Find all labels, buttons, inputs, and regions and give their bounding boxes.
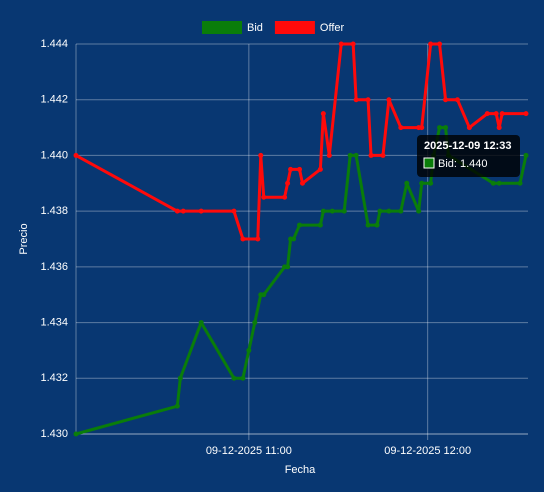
data-point xyxy=(365,97,371,103)
tooltip-swatch xyxy=(423,157,435,169)
data-point xyxy=(347,152,353,158)
x-tick-label: 09-12-2025 12:00 xyxy=(384,445,471,457)
data-point xyxy=(428,180,434,186)
data-point xyxy=(291,236,297,242)
y-tick-label: 1.430 xyxy=(40,428,68,440)
data-point xyxy=(288,166,294,172)
data-point xyxy=(73,431,79,437)
data-point xyxy=(198,208,204,214)
data-point xyxy=(329,208,335,214)
data-point xyxy=(73,152,79,158)
y-tick-label: 1.434 xyxy=(40,316,68,328)
tooltip-title: 2025-12-09 12:33 xyxy=(424,140,511,152)
data-point xyxy=(437,125,443,131)
data-point xyxy=(499,111,505,117)
data-point xyxy=(386,97,392,103)
y-axis-title: Precio xyxy=(18,223,30,254)
legend-label: Bid xyxy=(247,22,263,34)
data-point xyxy=(419,180,425,186)
legend-swatch xyxy=(202,21,242,34)
data-point xyxy=(174,208,180,214)
data-point xyxy=(297,222,303,228)
data-point xyxy=(416,208,422,214)
data-point xyxy=(320,111,326,117)
data-point xyxy=(261,292,267,298)
data-point xyxy=(261,194,267,200)
y-tick-label: 1.436 xyxy=(40,261,68,273)
tooltip-box xyxy=(417,135,520,177)
data-point xyxy=(341,208,347,214)
data-point xyxy=(523,152,529,158)
x-axis-title: Fecha xyxy=(285,464,316,476)
legend-swatch xyxy=(274,21,315,34)
data-point xyxy=(231,208,237,214)
data-point xyxy=(326,152,332,158)
data-point xyxy=(297,166,303,172)
data-point xyxy=(428,41,434,47)
y-tick-label: 1.440 xyxy=(40,149,68,161)
data-point xyxy=(398,208,404,214)
data-point xyxy=(496,180,502,186)
data-point xyxy=(338,41,344,47)
data-point xyxy=(320,208,326,214)
data-point xyxy=(246,347,252,353)
data-point xyxy=(443,125,449,131)
data-point xyxy=(353,152,359,158)
data-point xyxy=(368,152,374,158)
data-point xyxy=(350,41,356,47)
data-point xyxy=(317,222,323,228)
data-point xyxy=(419,125,425,131)
data-point xyxy=(174,403,180,409)
data-point xyxy=(484,111,490,117)
data-point xyxy=(377,208,383,214)
data-point xyxy=(404,180,410,186)
y-tick-label: 1.442 xyxy=(40,94,68,106)
y-tick-label: 1.432 xyxy=(40,372,68,384)
data-point xyxy=(523,111,529,117)
data-point xyxy=(317,166,323,172)
data-point xyxy=(258,152,264,158)
data-point xyxy=(437,41,443,47)
data-point xyxy=(282,194,288,200)
data-point xyxy=(285,264,291,270)
data-point xyxy=(353,97,359,103)
data-point xyxy=(496,125,502,131)
y-tick-label: 1.444 xyxy=(40,38,68,50)
data-point xyxy=(299,180,305,186)
data-point xyxy=(231,375,237,381)
tooltip-label: Bid: 1.440 xyxy=(438,158,488,170)
data-point xyxy=(386,208,392,214)
data-point xyxy=(398,125,404,131)
data-point xyxy=(454,97,460,103)
x-tick-label: 09-12-2025 11:00 xyxy=(206,445,292,457)
data-point xyxy=(285,180,291,186)
data-point xyxy=(466,125,472,131)
data-point xyxy=(517,180,523,186)
data-point xyxy=(255,236,261,242)
data-point xyxy=(180,208,186,214)
data-point xyxy=(374,222,380,228)
data-point xyxy=(443,97,449,103)
data-point xyxy=(365,222,371,228)
data-point xyxy=(240,236,246,242)
data-point xyxy=(493,111,499,117)
legend-label: Offer xyxy=(320,22,345,34)
data-point xyxy=(380,152,386,158)
series-line xyxy=(75,126,528,436)
data-point xyxy=(177,375,183,381)
data-point xyxy=(252,320,258,326)
tooltip: 2025-12-09 12:33 Bid: 1.440 xyxy=(417,135,520,177)
y-tick-label: 1.438 xyxy=(40,205,68,217)
data-point xyxy=(490,180,496,186)
data-point xyxy=(198,320,204,326)
data-point xyxy=(240,375,246,381)
